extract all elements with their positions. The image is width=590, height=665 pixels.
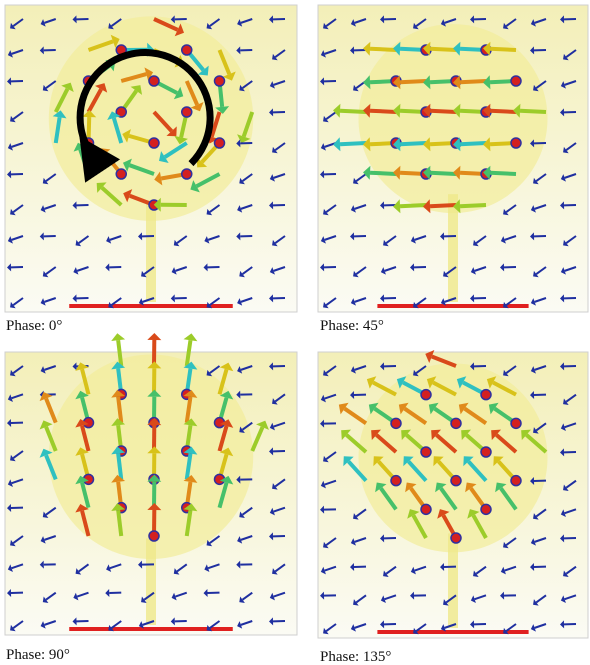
via	[481, 447, 491, 457]
caption: Phase: 135°	[320, 649, 391, 665]
via	[215, 138, 225, 148]
field-arrow-shaft	[370, 49, 396, 50]
via	[421, 504, 431, 514]
via	[182, 45, 192, 55]
feed-line	[146, 538, 156, 625]
field-arrow-shaft	[520, 111, 546, 112]
page: Phase: 0° Phase: 45° Phase: 90° Phase: 1…	[0, 0, 590, 665]
field-arrow-shaft	[370, 173, 396, 174]
field-arrow-shaft	[460, 205, 486, 206]
field-arrow-shaft	[370, 111, 396, 112]
caption: Phase: 90°	[6, 647, 70, 663]
via	[421, 447, 431, 457]
field-arrow-shaft	[430, 49, 456, 50]
caption: Phase: 0°	[6, 318, 62, 334]
patch	[359, 24, 548, 213]
field-arrow-shaft	[460, 143, 486, 144]
via	[451, 533, 461, 543]
simulation-panel	[5, 333, 297, 635]
caption: Phase: 45°	[320, 318, 384, 334]
via	[451, 418, 461, 428]
field-arrow-shaft	[490, 173, 516, 174]
simulation-panel	[5, 5, 297, 312]
figure: Phase: 0° Phase: 45° Phase: 90° Phase: 1…	[0, 0, 590, 665]
via	[182, 169, 192, 179]
via	[391, 418, 401, 428]
via	[511, 418, 521, 428]
via	[481, 390, 491, 400]
field-arrow-shaft	[430, 111, 456, 112]
feed-line	[448, 194, 458, 302]
via	[511, 476, 521, 486]
via	[149, 76, 159, 86]
feed-line	[146, 200, 156, 302]
field-arrow-shaft	[340, 143, 366, 144]
via	[149, 138, 159, 148]
via	[481, 504, 491, 514]
field-arrow-shaft	[490, 49, 516, 50]
field-arrow-shaft	[430, 205, 456, 206]
via	[421, 390, 431, 400]
field-arrow-head	[147, 333, 161, 340]
panels	[5, 5, 588, 638]
via	[116, 169, 126, 179]
via	[511, 76, 521, 86]
via	[182, 107, 192, 117]
via	[391, 476, 401, 486]
feed-line	[448, 533, 458, 628]
field-arrow-shaft	[430, 173, 456, 174]
field-arrow-shaft	[400, 143, 426, 144]
field-arrow-shaft	[400, 81, 426, 82]
simulation-panel	[318, 5, 588, 312]
field-arrow-shaft	[400, 205, 426, 206]
field-arrow-shaft	[460, 81, 486, 82]
via	[215, 76, 225, 86]
via	[149, 531, 159, 541]
field-arrow-head	[111, 333, 125, 341]
field-arrow-shaft	[340, 111, 366, 112]
field-arrow-head	[184, 333, 198, 341]
simulation-panel	[318, 350, 588, 638]
field-arrow-shaft	[490, 111, 516, 112]
via	[451, 476, 461, 486]
via	[511, 138, 521, 148]
